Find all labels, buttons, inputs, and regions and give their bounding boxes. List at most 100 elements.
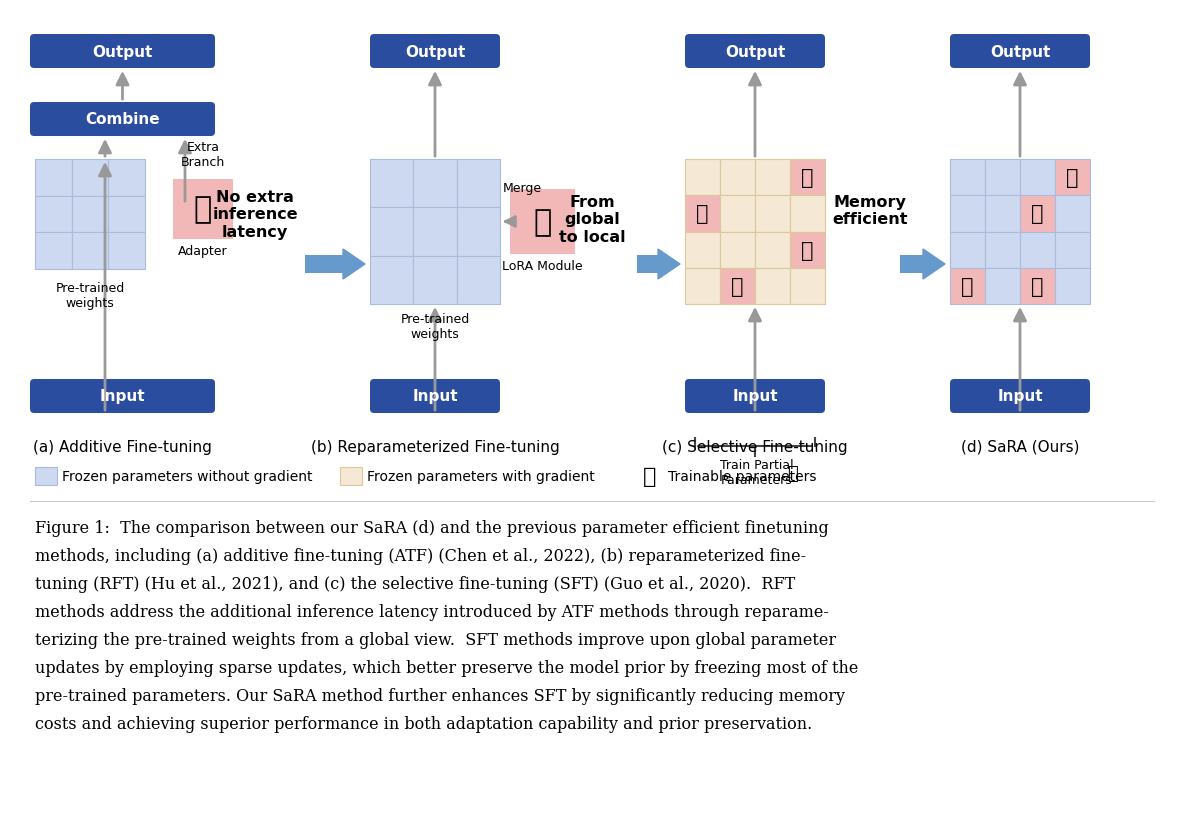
Bar [36, 467, 57, 485]
Bar [1055, 160, 1090, 196]
Text: From
global
to local: From global to local [559, 195, 625, 245]
Text: Output: Output [725, 45, 785, 60]
Text: Combine: Combine [85, 112, 160, 127]
FancyBboxPatch shape [369, 380, 500, 414]
Bar [686, 269, 720, 304]
Bar [1055, 232, 1090, 269]
Bar [985, 196, 1019, 232]
Bar [790, 232, 825, 269]
Bar [950, 269, 985, 304]
Bar [950, 232, 985, 269]
FancyBboxPatch shape [369, 35, 500, 69]
Bar [686, 232, 720, 269]
Bar [985, 160, 1019, 196]
Text: Output: Output [990, 45, 1050, 60]
Text: costs and achieving superior performance in both adaptation capability and prior: costs and achieving superior performance… [36, 715, 812, 732]
Polygon shape [924, 250, 945, 280]
Bar [790, 160, 825, 196]
Bar [72, 233, 108, 270]
Text: Pre-trained
weights: Pre-trained weights [400, 313, 470, 341]
Text: tuning (RFT) (Hu et al., 2021), and (c) the selective fine-tuning (SFT) (Guo et : tuning (RFT) (Hu et al., 2021), and (c) … [36, 576, 796, 592]
Text: methods address the additional inference latency introduced by ATF methods throu: methods address the additional inference… [36, 603, 829, 620]
Text: Train Partial
Parameters: Train Partial Parameters [720, 458, 793, 486]
Text: pre-trained parameters. Our SaRA method further enhances SFT by significantly re: pre-trained parameters. Our SaRA method … [36, 687, 845, 704]
Text: (b) Reparameterized Fine-tuning: (b) Reparameterized Fine-tuning [310, 439, 559, 455]
Bar [755, 196, 790, 232]
Bar [510, 189, 575, 255]
Bar [369, 208, 413, 256]
Text: Extra
Branch: Extra Branch [181, 141, 225, 169]
Text: No extra
inference
latency: No extra inference latency [212, 189, 298, 240]
Text: 🔥: 🔥 [1031, 204, 1044, 224]
Text: Memory
efficient: Memory efficient [832, 195, 908, 227]
Text: 🔥: 🔥 [802, 168, 813, 188]
Text: terizing the pre-trained weights from a global view.  SFT methods improve upon g: terizing the pre-trained weights from a … [36, 631, 836, 648]
Bar [108, 160, 144, 197]
Polygon shape [658, 250, 680, 280]
Text: 🔥: 🔥 [732, 276, 744, 297]
Bar [755, 232, 790, 269]
Bar [305, 256, 343, 274]
FancyBboxPatch shape [30, 103, 215, 136]
Text: methods, including (a) additive fine-tuning (ATF) (Chen et al., 2022), (b) repar: methods, including (a) additive fine-tun… [36, 547, 806, 564]
Text: (d) SaRA (Ours): (d) SaRA (Ours) [960, 439, 1080, 455]
FancyBboxPatch shape [950, 35, 1090, 69]
Text: Adapter: Adapter [178, 245, 227, 258]
Text: (c) Selective Fine-tuning: (c) Selective Fine-tuning [662, 439, 848, 455]
Bar [369, 160, 413, 208]
Bar [413, 160, 457, 208]
Bar [108, 197, 144, 233]
Bar [72, 197, 108, 233]
Bar [36, 233, 72, 270]
Bar [457, 256, 500, 304]
Bar [686, 160, 720, 196]
FancyBboxPatch shape [30, 380, 215, 414]
Bar [720, 196, 755, 232]
Bar [457, 208, 500, 256]
Text: Input: Input [99, 389, 146, 404]
Bar [985, 232, 1019, 269]
Text: 🔥: 🔥 [533, 208, 552, 237]
Bar [1019, 160, 1055, 196]
Bar [790, 269, 825, 304]
Text: (a) Additive Fine-tuning: (a) Additive Fine-tuning [33, 439, 212, 455]
FancyBboxPatch shape [686, 380, 825, 414]
Bar [950, 196, 985, 232]
Bar [1019, 269, 1055, 304]
Text: Frozen parameters without gradient: Frozen parameters without gradient [62, 470, 313, 484]
Text: Input: Input [997, 389, 1043, 404]
Text: updates by employing sparse updates, which better preserve the model prior by fr: updates by employing sparse updates, whi… [36, 659, 858, 676]
Bar [900, 256, 924, 274]
Text: Figure 1:  The comparison between our SaRA (d) and the previous parameter effici: Figure 1: The comparison between our SaR… [36, 519, 829, 537]
Bar [1019, 232, 1055, 269]
Text: Input: Input [412, 389, 458, 404]
Bar [369, 256, 413, 304]
Bar [755, 160, 790, 196]
Bar [950, 160, 985, 196]
Bar [720, 232, 755, 269]
Text: Output: Output [405, 45, 465, 60]
Text: Trainable parameters: Trainable parameters [668, 470, 817, 484]
Text: 🔥: 🔥 [802, 241, 813, 261]
FancyBboxPatch shape [950, 380, 1090, 414]
Bar [36, 160, 72, 197]
Bar [985, 269, 1019, 304]
Bar [1019, 196, 1055, 232]
Text: 🔥: 🔥 [643, 466, 657, 486]
Bar [686, 196, 720, 232]
Text: LoRA Module: LoRA Module [502, 260, 583, 273]
Text: Pre-trained
weights: Pre-trained weights [56, 282, 124, 309]
Text: 🔥: 🔥 [1067, 168, 1079, 188]
Text: 🔥: 🔥 [194, 195, 212, 224]
FancyBboxPatch shape [686, 35, 825, 69]
FancyBboxPatch shape [30, 35, 215, 69]
Text: Input: Input [732, 389, 778, 404]
Text: 🔥: 🔥 [787, 465, 798, 482]
Text: Frozen parameters with gradient: Frozen parameters with gradient [367, 470, 594, 484]
Bar [720, 269, 755, 304]
Polygon shape [343, 250, 365, 280]
Text: Merge: Merge [503, 182, 542, 195]
Text: 🔥: 🔥 [961, 276, 973, 297]
Bar [72, 160, 108, 197]
Bar [755, 269, 790, 304]
